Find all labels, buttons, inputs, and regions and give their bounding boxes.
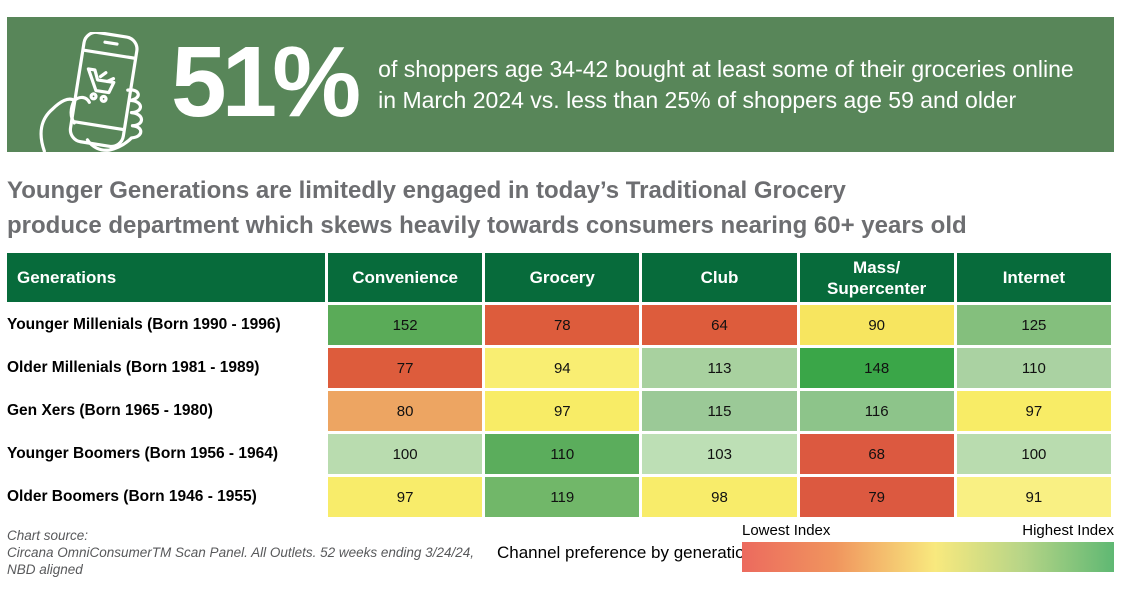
heatmap-cell: 152 bbox=[328, 305, 483, 345]
heatmap-cell: 119 bbox=[485, 477, 640, 517]
heatmap-cell: 64 bbox=[642, 305, 797, 345]
column-header-convenience: Convenience bbox=[328, 253, 483, 302]
chart-source-line1: Circana OmniConsumerTM Scan Panel. All O… bbox=[7, 545, 474, 560]
heatmap-cell: 148 bbox=[799, 348, 954, 388]
heatmap-cell: 103 bbox=[642, 434, 797, 474]
heatmap-cell: 68 bbox=[799, 434, 954, 474]
table-row: Older Boomers (Born 1946 - 1955) 97 119 98 7… bbox=[7, 477, 1111, 517]
channel-preference-note: Channel preference by generation > bbox=[497, 543, 769, 562]
column-header-internet: Internet bbox=[956, 253, 1111, 302]
row-label: Older Boomers (Born 1946 - 1955) bbox=[7, 477, 325, 517]
legend-lowest-label: Lowest Index bbox=[742, 522, 831, 539]
heatmap-cell: 91 bbox=[956, 477, 1111, 517]
column-header-generations: Generations bbox=[7, 253, 325, 302]
column-header-mass-supercenter: Mass/ Supercenter bbox=[799, 253, 954, 302]
heatmap-cell: 100 bbox=[956, 434, 1111, 474]
table-row: Younger Millenials (Born 1990 - 1996) 152… bbox=[7, 305, 1111, 345]
heatmap-cell: 94 bbox=[485, 348, 640, 388]
chart-source: Chart source: Circana OmniConsumerTM Sca… bbox=[7, 527, 474, 578]
heatmap-cell: 113 bbox=[642, 348, 797, 388]
legend-gradient-bar bbox=[742, 542, 1114, 572]
row-label: Older Millenials (Born 1981 - 1989) bbox=[7, 348, 325, 388]
column-header-grocery: Grocery bbox=[485, 253, 640, 302]
phone-shopping-cart-icon bbox=[33, 30, 155, 153]
heatmap-cell: 90 bbox=[799, 305, 954, 345]
index-legend: Lowest Index Highest Index bbox=[742, 522, 1114, 572]
stat-description: of shoppers age 34-42 bought at least so… bbox=[378, 55, 1074, 113]
chart-source-label: Chart source: bbox=[7, 528, 89, 543]
stat-value: 51% bbox=[171, 25, 361, 138]
table-row: Younger Boomers (Born 1956 - 1964) 100 110… bbox=[7, 434, 1111, 474]
chart-source-line2: NBD aligned bbox=[7, 562, 83, 577]
heatmap-cell: 79 bbox=[799, 477, 954, 517]
heatmap-cell: 115 bbox=[642, 391, 797, 431]
table-row: Gen Xers (Born 1965 - 1980) 80 97 115 116 97 bbox=[7, 391, 1111, 431]
heatmap-cell: 78 bbox=[485, 305, 640, 345]
heatmap-cell: 80 bbox=[328, 391, 483, 431]
heatmap-cell: 77 bbox=[328, 348, 483, 388]
heatmap-cell: 116 bbox=[799, 391, 954, 431]
heatmap-cell: 97 bbox=[328, 477, 483, 517]
heatmap-body: Younger Millenials (Born 1990 - 1996) 152… bbox=[7, 305, 1111, 517]
row-label: Younger Millenials (Born 1990 - 1996) bbox=[7, 305, 325, 345]
legend-highest-label: Highest Index bbox=[1022, 522, 1114, 539]
heatmap-cell: 98 bbox=[642, 477, 797, 517]
row-label: Gen Xers (Born 1965 - 1980) bbox=[7, 391, 325, 431]
heatmap-cell: 125 bbox=[956, 305, 1111, 345]
heatmap-table: Generations Convenience Grocery Club Mas… bbox=[4, 250, 1114, 520]
heatmap-cell: 100 bbox=[328, 434, 483, 474]
stat-banner: 51% of shoppers age 34-42 bought at leas… bbox=[7, 17, 1114, 153]
heatmap-cell: 110 bbox=[485, 434, 640, 474]
heatmap-cell: 97 bbox=[956, 391, 1111, 431]
table-header-row: Generations Convenience Grocery Club Mas… bbox=[7, 253, 1111, 302]
heatmap-cell: 110 bbox=[956, 348, 1111, 388]
heatmap-cell: 97 bbox=[485, 391, 640, 431]
row-label: Younger Boomers (Born 1956 - 1964) bbox=[7, 434, 325, 474]
page-title: Younger Generations are limitedly engage… bbox=[7, 177, 967, 239]
column-header-club: Club bbox=[642, 253, 797, 302]
table-row: Older Millenials (Born 1981 - 1989) 77 94 1… bbox=[7, 348, 1111, 388]
